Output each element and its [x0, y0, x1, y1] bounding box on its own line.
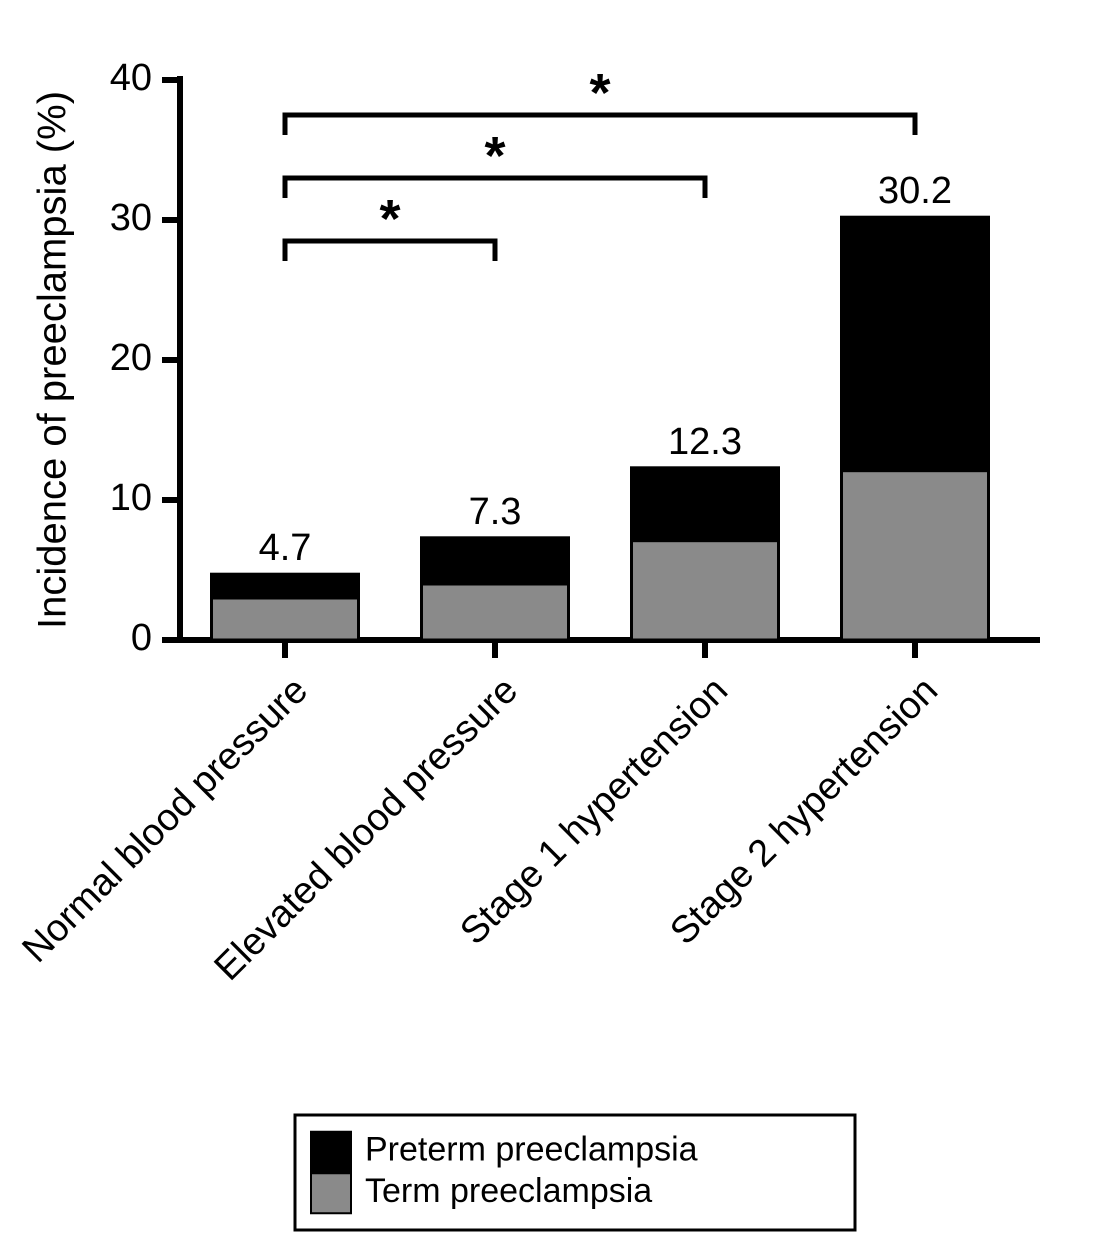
bar-segment-preterm — [842, 217, 989, 470]
legend-label: Term preeclampsia — [365, 1172, 652, 1210]
chart-container: 0 10 20 30 40 Incidence of preeclampsia (%) 4.… — [0, 0, 1113, 1260]
bar-segment-preterm — [632, 468, 779, 541]
bar-segment-term — [842, 471, 989, 640]
y-tick-label: 40 — [110, 57, 152, 99]
legend-swatch — [311, 1132, 351, 1172]
bar-value-label: 30.2 — [878, 170, 952, 212]
bar-segment-preterm — [212, 574, 359, 598]
legend-label: Preterm preeclampsia — [365, 1131, 698, 1169]
bar-segment-term — [212, 598, 359, 640]
y-tick-label: 30 — [110, 197, 152, 239]
y-axis-label: Incidence of preeclampsia (%) — [31, 91, 75, 629]
bar-value-label: 4.7 — [259, 527, 312, 569]
significance-marker: * — [589, 63, 610, 123]
y-tick-label: 0 — [131, 617, 152, 659]
significance-marker: * — [484, 126, 505, 186]
bar-segment-term — [632, 541, 779, 640]
stacked-bar-chart: 0 10 20 30 40 Incidence of preeclampsia (%) 4.… — [0, 0, 1113, 1260]
y-tick-label: 20 — [110, 337, 152, 379]
bar-value-label: 7.3 — [469, 491, 522, 533]
bar-value-label: 12.3 — [668, 421, 742, 463]
y-tick-label: 10 — [110, 477, 152, 519]
legend-swatch — [311, 1173, 351, 1213]
significance-marker: * — [379, 189, 400, 249]
bar-segment-preterm — [422, 538, 569, 584]
bar-segment-term — [422, 584, 569, 640]
